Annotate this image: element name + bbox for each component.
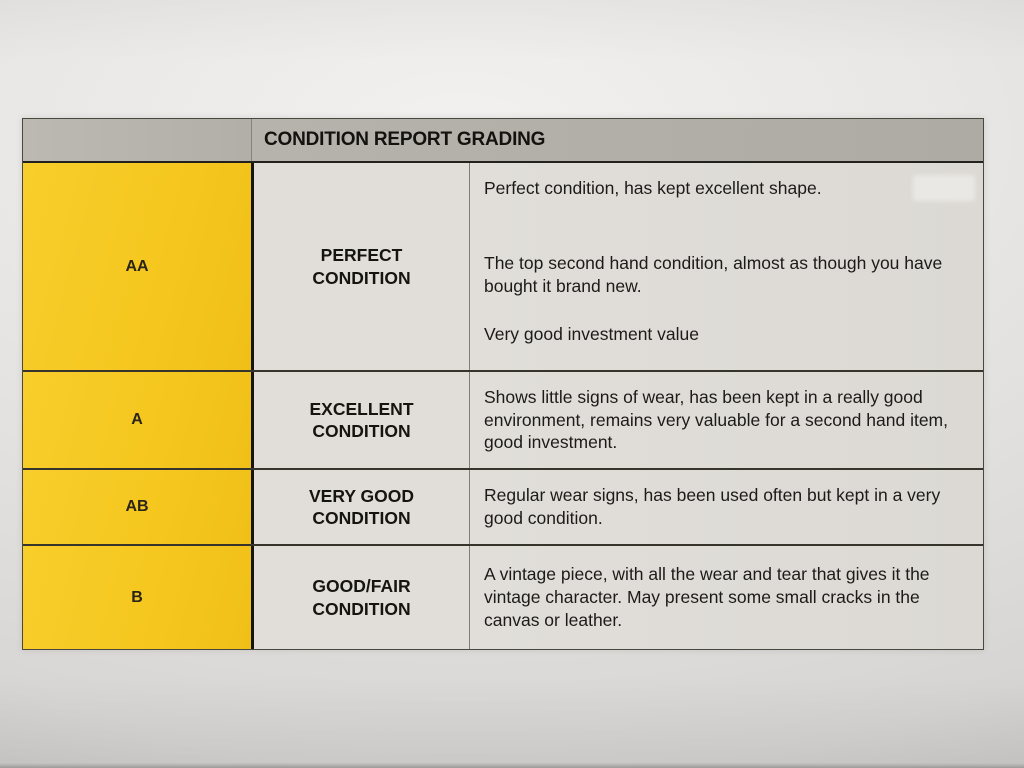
condition-grading-table: CONDITION REPORT GRADING AA PERFECT COND… <box>22 118 984 650</box>
description-paragraph: Shows little signs of wear, has been kep… <box>484 386 948 453</box>
description-paragraph: Very good investment value <box>484 324 699 345</box>
description-paragraph: Perfect condition, has kept excellent sh… <box>484 178 822 198</box>
table-row-a: A EXCELLENT CONDITION Shows little signs… <box>23 372 983 470</box>
whiteout-patch <box>913 175 975 201</box>
condition-label: EXCELLENT CONDITION <box>309 398 414 441</box>
condition-label: PERFECT CONDITION <box>312 245 411 288</box>
grade-cell: B <box>23 546 254 649</box>
description-paragraph: Regular wear signs, has been used often … <box>484 485 941 528</box>
description-cell: A vintage piece, with all the wear and t… <box>470 546 983 649</box>
paper-bottom-edge <box>0 763 1024 768</box>
grade-cell: A <box>23 372 254 468</box>
description-cell: Shows little signs of wear, has been kep… <box>470 372 983 468</box>
table-row-b: B GOOD/FAIR CONDITION A vintage piece, w… <box>23 546 983 649</box>
condition-label: VERY GOOD CONDITION <box>308 485 415 528</box>
condition-cell: VERY GOOD CONDITION <box>254 470 470 544</box>
description-cell: Regular wear signs, has been used often … <box>470 470 983 544</box>
table-title: CONDITION REPORT GRADING <box>252 119 983 161</box>
description-paragraph: The top second hand condition, almost as… <box>484 252 943 296</box>
description-cell: Perfect condition, has kept excellent sh… <box>470 163 983 370</box>
table-row-aa: AA PERFECT CONDITION Perfect condition, … <box>23 163 983 372</box>
condition-cell: GOOD/FAIR CONDITION <box>254 546 470 649</box>
condition-cell: EXCELLENT CONDITION <box>254 372 470 468</box>
condition-cell: PERFECT CONDITION <box>254 163 470 370</box>
grade-cell: AA <box>23 163 254 370</box>
table-row-ab: AB VERY GOOD CONDITION Regular wear sign… <box>23 470 983 546</box>
header-blank-cell <box>23 119 252 161</box>
grade-cell: AB <box>23 470 254 544</box>
condition-label: GOOD/FAIR CONDITION <box>312 576 411 619</box>
table-header-row: CONDITION REPORT GRADING <box>23 119 983 163</box>
description-paragraph: A vintage piece, with all the wear and t… <box>484 564 930 630</box>
